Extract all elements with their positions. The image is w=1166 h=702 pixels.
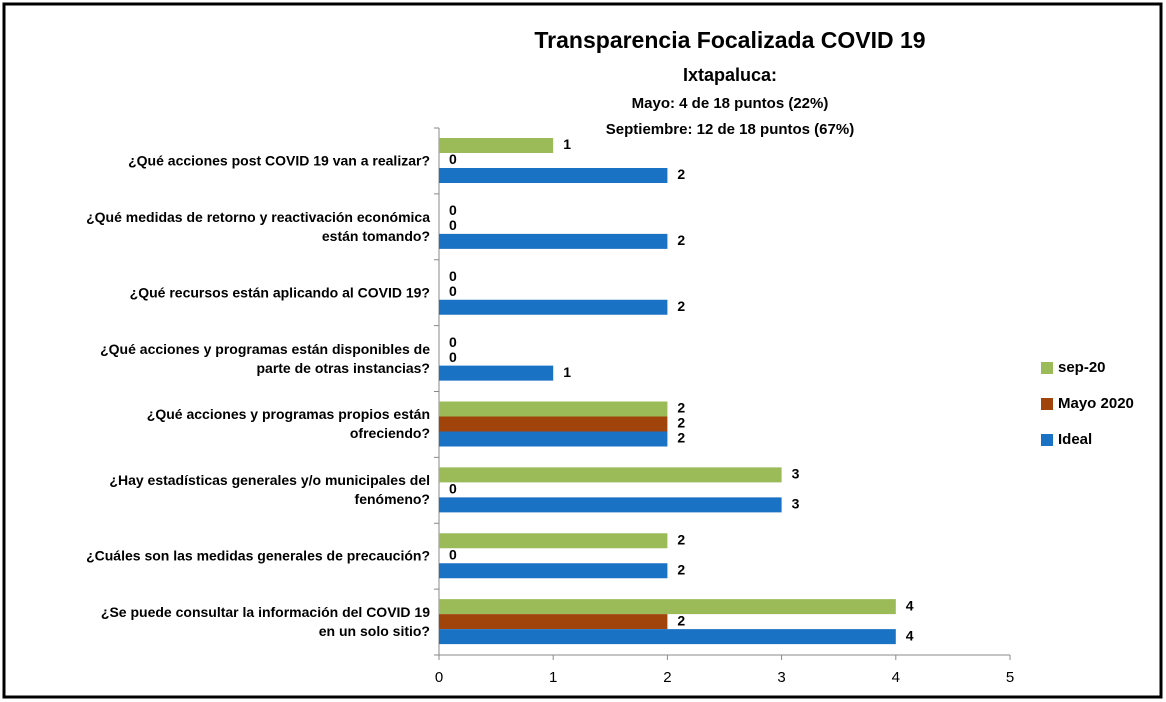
x-tick-label: 0	[435, 669, 443, 686]
annotation: Septiembre: 12 de 18 puntos (67%)	[606, 121, 854, 138]
value-label: 0	[449, 481, 457, 497]
value-label: 2	[677, 612, 685, 628]
value-label: 4	[906, 627, 914, 643]
chart-title: Transparencia Focalizada COVID 19	[534, 27, 925, 53]
bar	[439, 416, 668, 432]
x-tick-label: 4	[892, 669, 900, 686]
chart-subtitle: Ixtapaluca:	[683, 65, 777, 85]
legend-label: sep-20	[1058, 359, 1106, 376]
category-label: ¿Qué acciones y programas propios están …	[146, 406, 430, 442]
bar	[439, 233, 668, 249]
legend-label: Mayo 2020	[1058, 395, 1134, 412]
legend-label: Ideal	[1058, 431, 1092, 448]
value-label: 2	[677, 531, 685, 547]
legend-swatch	[1041, 362, 1053, 374]
legend-swatch	[1041, 434, 1053, 446]
value-label: 1	[563, 136, 571, 152]
bar	[439, 614, 668, 630]
category-label: ¿Qué acciones y programas están disponib…	[100, 340, 430, 376]
bar	[439, 467, 782, 483]
value-label: 0	[449, 349, 457, 365]
category-label: ¿Hay estadísticas generales y/o municipa…	[109, 472, 430, 508]
category-label: ¿Qué medidas de retorno y reactivación e…	[86, 208, 430, 244]
value-label: 0	[449, 283, 457, 299]
value-label: 2	[677, 415, 685, 431]
bar	[439, 168, 668, 183]
value-label: 2	[677, 166, 685, 182]
bar	[439, 533, 668, 549]
value-label: 2	[677, 400, 685, 416]
value-label: 2	[677, 298, 685, 314]
bar	[439, 497, 782, 513]
value-label: 0	[449, 217, 457, 233]
bar	[439, 431, 668, 447]
value-label: 2	[677, 561, 685, 577]
value-label: 3	[792, 496, 800, 512]
x-tick-label: 1	[549, 669, 557, 686]
value-label: 0	[449, 334, 457, 350]
value-label: 0	[449, 546, 457, 562]
x-tick-label: 2	[663, 669, 671, 686]
value-label: 2	[677, 430, 685, 446]
bar	[439, 401, 668, 417]
category-label: ¿Qué recursos están aplicando al COVID 1…	[129, 284, 430, 301]
category-label: ¿Cuáles son las medidas generales de pre…	[86, 547, 430, 564]
bar	[439, 299, 668, 315]
value-label: 1	[563, 364, 571, 380]
bar	[439, 629, 896, 645]
bar	[439, 365, 554, 381]
legend-swatch	[1041, 398, 1053, 410]
bar	[439, 599, 896, 615]
category-label: ¿Qué acciones post COVID 19 van a realiz…	[128, 152, 430, 169]
x-tick-label: 5	[1006, 669, 1014, 686]
category-label: ¿Se puede consultar la información del C…	[100, 604, 430, 640]
value-label: 2	[677, 232, 685, 248]
value-label: 0	[449, 268, 457, 284]
value-label: 4	[906, 597, 914, 613]
bar	[439, 563, 668, 579]
value-label: 3	[792, 466, 800, 482]
annotation: Mayo: 4 de 18 puntos (22%)	[632, 95, 829, 112]
value-label: 0	[449, 151, 457, 167]
x-tick-label: 3	[777, 669, 785, 686]
bar	[439, 138, 554, 153]
value-label: 0	[449, 202, 457, 218]
